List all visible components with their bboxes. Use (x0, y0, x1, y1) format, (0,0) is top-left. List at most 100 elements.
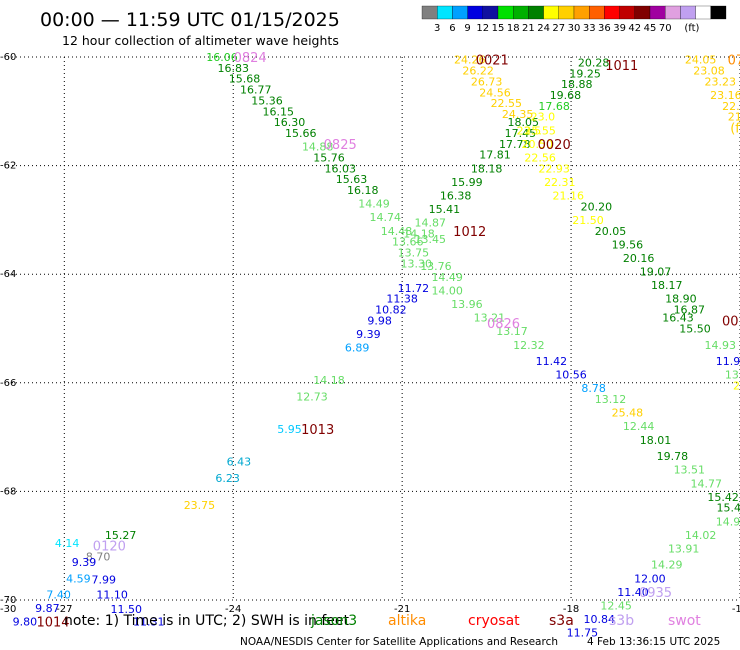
wave-height-point: 10.84 (583, 613, 615, 626)
x-tick-label: -15 (732, 604, 740, 615)
wave-height-point: 15.36 (251, 94, 283, 107)
track-label: 0120 (93, 540, 126, 555)
legend-swatch (604, 5, 620, 20)
wave-height-point: 23.08 (693, 65, 725, 78)
wave-height-point: 10.56 (555, 369, 587, 382)
wave-height-point: 12.32 (513, 339, 545, 352)
mission-altika-label: altika (388, 613, 426, 629)
y-tick-label: -62 (0, 161, 16, 172)
wave-height-point: 14.49 (431, 271, 463, 284)
wave-height-point: 13.45 (415, 233, 447, 246)
legend-unit: (ft) (684, 23, 699, 34)
legend-swatch (665, 5, 681, 20)
wave-height-point: 16.87 (674, 303, 706, 316)
wave-height-point: 22.31 (544, 176, 576, 189)
wave-height-point: 12.45 (600, 599, 632, 612)
wave-height-point: 18.05 (507, 116, 539, 129)
x-tick-label: -27 (56, 604, 72, 615)
wave-height-point: 15.68 (229, 73, 261, 86)
y-tick-label: -70 (0, 595, 16, 606)
wave-height-point: 22.93 (538, 162, 570, 175)
x-axis-start-label: -30 (0, 604, 16, 615)
legend-swatch (482, 5, 499, 20)
wave-height-point: 13.12 (595, 393, 627, 406)
wave-height-point: 13.75 (398, 246, 430, 259)
wave-height-point: 11.42 (536, 355, 568, 368)
wave-height-point: 15.99 (451, 176, 483, 189)
wave-height-point: 11.75 (567, 627, 599, 640)
wave-height-point: 25.55 (524, 124, 556, 137)
wave-height-point: 15.42 (707, 491, 739, 504)
track-label: 1012 (453, 225, 486, 240)
wave-height-point: 20.28 (578, 56, 610, 69)
wave-height-point: 16.30 (274, 116, 306, 129)
x-tick-label: -18 (563, 604, 579, 615)
wave-height-point: 20.20 (581, 200, 613, 213)
legend-tick-label: 39 (613, 23, 626, 34)
track-label: 0824 (234, 51, 267, 66)
wave-height-point: 18.90 (665, 293, 697, 306)
wave-height-point: 22.55 (491, 97, 523, 110)
wave-height-point: 6.23 (215, 472, 240, 485)
wave-height-point: 13.91 (668, 542, 700, 555)
wave-height-point: 21.50 (572, 214, 604, 227)
legend-tick-label: 21 (522, 23, 535, 34)
wave-height-point: 8.70 (86, 551, 111, 564)
legend-tick-label: 12 (476, 23, 489, 34)
mission-s3b-label: s3b (609, 613, 634, 629)
legend-swatch (634, 5, 651, 20)
grid-lines (8, 56, 740, 601)
wave-height-point: 13.9 (725, 369, 740, 382)
legend-swatch (589, 5, 605, 20)
wave-height-point: 16.38 (440, 189, 472, 202)
legend-tick-label: 9 (464, 23, 470, 34)
track-label: 0020 (538, 138, 571, 153)
wave-height-point: 19.07 (640, 265, 672, 278)
track-label: 0825 (324, 138, 357, 153)
wave-height-point: 20.50 (522, 138, 554, 151)
wave-height-point: 15.76 (313, 151, 345, 164)
wave-height-point: 18.17 (651, 279, 683, 292)
legend-swatch (528, 5, 544, 20)
x-tick-label: -21 (394, 604, 410, 615)
color-legend: 3 6 9 12 15 18 21 24 27 30 33 36 39 42 45 70 (ft) (421, 5, 727, 34)
wave-height-point: 20 (733, 380, 740, 393)
legend-tick-label: 42 (628, 23, 641, 34)
wave-height-point: 19.56 (612, 238, 644, 251)
wave-height-point: 7.40 (46, 589, 71, 602)
wave-height-point: 21.4 (728, 111, 740, 124)
wave-height-point: 23.75 (184, 499, 216, 512)
legend-swatch (695, 5, 711, 20)
page-title: 00:00 — 11:59 UTC 01/15/2025 (40, 9, 340, 31)
legend-swatch (513, 5, 529, 20)
wave-height-point: 20.05 (595, 225, 627, 238)
track-label: 0935 (639, 586, 672, 601)
wave-height-point: 16.06 (206, 51, 238, 64)
wave-height-point: 19.25 (569, 67, 601, 80)
wave-height-point: 9.80 (13, 616, 38, 629)
y-tick-label: -60 (0, 52, 16, 63)
wave-height-point: 14.48 (381, 225, 413, 238)
wave-height-point: 12.00 (634, 572, 666, 585)
track-label: 1011 (605, 59, 638, 74)
legend-tick-label: 45 (644, 23, 657, 34)
track-labels: 0824 0825 0021 1011 0020 1012 0826 001 075 1013 01… (36, 51, 740, 631)
wave-height-point: 16.43 (662, 312, 694, 325)
wave-height-point: 4.14 (55, 537, 80, 550)
wave-height-point: 15.66 (285, 127, 317, 140)
wave-height-point: 5.95 (277, 423, 302, 436)
footer-timestamp: 4 Feb 13:36:15 UTC 2025 (587, 636, 720, 648)
legend-swatch (619, 5, 635, 20)
wave-height-point: 13.96 (451, 298, 483, 311)
wave-height-point: 11.38 (386, 293, 418, 306)
mission-s3a-label: s3a (549, 613, 574, 629)
wave-height-point: 9.39 (72, 556, 97, 569)
wave-height-point: 24.05 (685, 54, 717, 67)
wave-height-point: 18.88 (561, 78, 593, 91)
track-label: 1014 (36, 616, 69, 631)
wave-height-point: 11.31 (133, 616, 165, 629)
wave-height-point: 12.44 (623, 420, 655, 433)
wave-height-point: 9.98 (367, 314, 392, 327)
wave-height-point: 14.93 (705, 339, 737, 352)
wave-height-point: 25.48 (612, 407, 644, 420)
